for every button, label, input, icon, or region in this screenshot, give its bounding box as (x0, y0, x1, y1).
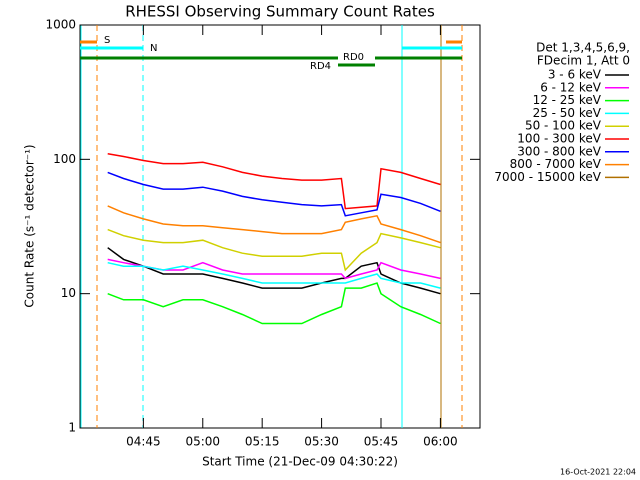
annotation: N (150, 43, 157, 54)
overlays (80, 25, 463, 428)
legend-label: 6 - 12 keV (540, 80, 602, 94)
legend-label: 100 - 300 keV (517, 132, 601, 146)
x-tick-label: 05:45 (364, 435, 399, 449)
x-tick-label: 04:45 (126, 435, 161, 449)
series-line (107, 171, 441, 217)
x-tick-label: 05:15 (245, 435, 280, 449)
legend-label: 50 - 100 keV (525, 119, 602, 133)
legend-label: 800 - 7000 keV (510, 157, 602, 171)
x-tick-label: 05:00 (185, 435, 220, 449)
y-tick-label: 1000 (45, 18, 76, 32)
y-tick-label: 1 (68, 421, 76, 435)
series-line (107, 153, 441, 210)
y-tick-label: 100 (53, 152, 76, 166)
x-tick-label: 05:30 (304, 435, 339, 449)
annotation: RD4 (310, 61, 331, 72)
x-axis-label: Start Time (21-Dec-09 04:30:22) (202, 455, 398, 469)
chart-title: RHESSI Observing Summary Count Rates (125, 3, 435, 21)
series-line (107, 282, 441, 325)
legend-label: 3 - 6 keV (548, 68, 602, 82)
annotation: RD0 (343, 52, 364, 63)
series-line (107, 247, 441, 295)
footer: 16-Oct-2021 22:04 (560, 468, 636, 477)
y-axis-label: Count Rate (s⁻¹ detector⁻¹) (23, 144, 37, 307)
annotation: S (104, 35, 110, 46)
legend-header: Det 1,3,4,5,6,9, (536, 41, 630, 55)
y-tick-label: 10 (61, 286, 76, 300)
series-line (107, 228, 441, 272)
legend-label: 25 - 50 keV (533, 106, 602, 120)
series-line (107, 205, 441, 244)
series-line (107, 261, 441, 289)
legend-label: 7000 - 15000 keV (494, 170, 601, 184)
legend-label: 12 - 25 keV (533, 93, 602, 107)
legend-header: FDecim 1, Att 0 (537, 54, 630, 68)
x-tick-label: 06:00 (423, 435, 458, 449)
legend-label: 300 - 800 keV (517, 144, 601, 158)
plot-frame (79, 24, 481, 429)
